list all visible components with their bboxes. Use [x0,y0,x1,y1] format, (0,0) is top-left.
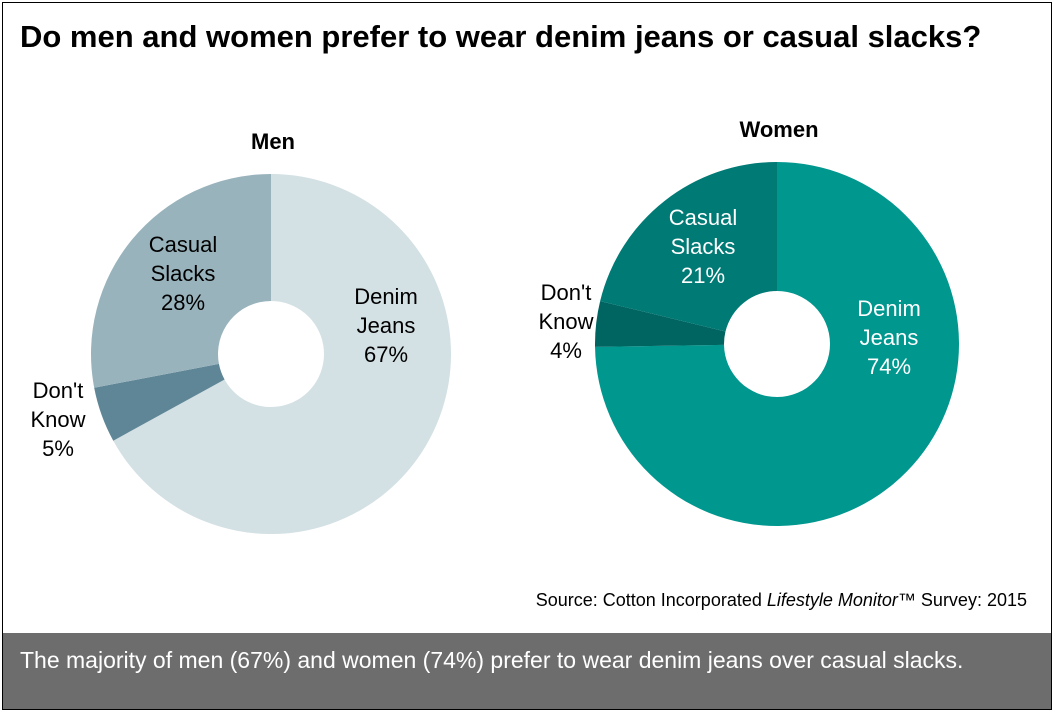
men-slice-denim-jeans [113,174,452,534]
men-label-casual-slacks: Casual Slacks 28% [149,232,217,315]
men-label-don-t-know: Don't Know 5% [30,378,85,461]
men-chart-title: Men [251,129,295,154]
women-donut-chart: Women Denim Jeans 74% Don't Know 4% Casual Slack… [538,117,960,526]
source-italic: Lifestyle Monitor [766,590,898,610]
women-label-don-t-know: Don't Know 4% [538,280,593,363]
source-note: Source: Cotton Incorporated Lifestyle Mo… [536,590,1027,611]
women-label-denim-jeans: Denim Jeans 74% [857,296,921,379]
donut-charts: Men Denim Jeans 67% Don't Know 5% Casual Slacks 2… [30,117,960,534]
women-slice-casual-slacks [600,162,777,332]
women-slice-denim-jeans [595,162,960,526]
summary-text: The majority of men (67%) and women (74%… [20,647,964,673]
men-label-denim-jeans: Denim Jeans 67% [354,284,418,367]
women-chart-title: Women [739,117,818,142]
women-slice-don-t-know [595,301,726,347]
summary-footer: The majority of men (67%) and women (74%… [3,633,1051,709]
men-donut-chart: Men Denim Jeans 67% Don't Know 5% Casual Slacks 2… [30,129,452,534]
men-slice-don-t-know [94,363,225,441]
page-title: Do men and women prefer to wear denim je… [20,19,982,54]
source-prefix: Source: Cotton Incorporated [535,590,767,610]
women-label-casual-slacks: Casual Slacks 21% [669,205,737,288]
source-suffix: ™ Survey: 2015 [897,590,1027,610]
men-slice-casual-slacks [90,174,271,388]
